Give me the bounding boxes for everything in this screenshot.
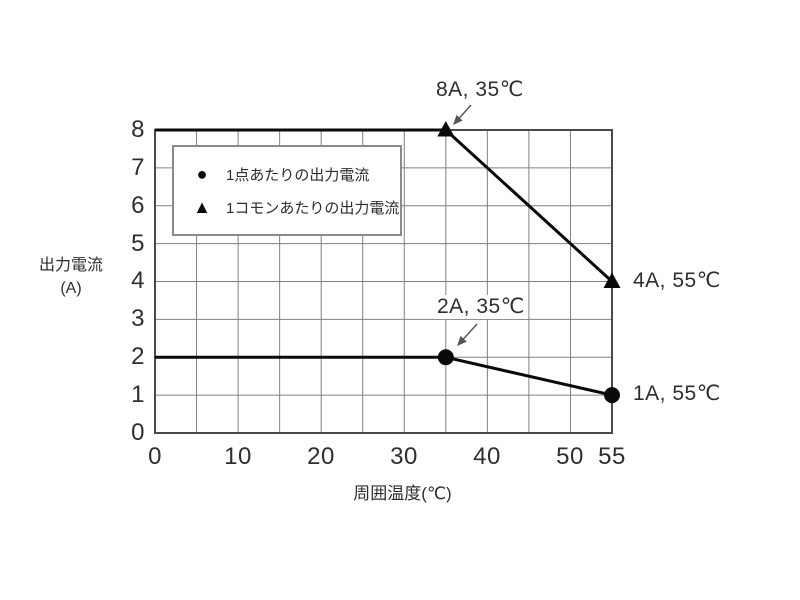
annotation-arrow-2a: [457, 323, 478, 347]
series-line-circle: [155, 355, 613, 397]
annotation-1a-55c: 1A, 55℃: [633, 382, 721, 405]
annotation-arrow-8a: [453, 104, 472, 126]
data-series: [155, 121, 621, 404]
annotation-2a-35c: 2A, 35℃: [434, 295, 528, 319]
triangle-marker-icon: ▲: [193, 197, 211, 217]
y-tick-3: 3: [131, 305, 145, 332]
legend-item-per-point: ● 1点あたりの出力電流: [192, 164, 400, 185]
y-axis-title-line1: 出力電流: [38, 257, 103, 274]
x-tick-0: 0: [148, 443, 162, 470]
x-tick-40: 40: [473, 443, 501, 470]
annotation-4a-55c: 4A, 55℃: [633, 269, 721, 292]
x-tick-20: 20: [307, 443, 335, 470]
x-tick-10: 10: [224, 443, 252, 470]
y-tick-1: 1: [131, 381, 145, 408]
y-tick-5: 5: [131, 230, 145, 257]
triangle-data-marker: [603, 272, 621, 288]
y-tick-8: 8: [131, 116, 145, 143]
y-axis-title: 出力電流 (A): [23, 254, 119, 300]
x-axis-title: 周囲温度(℃): [353, 484, 452, 503]
annotation-8a-35c: 8A, 35℃: [436, 78, 524, 101]
x-tick-30: 30: [390, 443, 418, 470]
y-tick-7: 7: [131, 154, 145, 181]
x-tick-50: 50: [556, 443, 584, 470]
x-tick-55: 55: [598, 443, 626, 470]
circle-data-marker: [604, 387, 620, 404]
triangle-data-marker: [437, 121, 455, 137]
y-tick-0: 0: [131, 419, 145, 446]
legend: ● 1点あたりの出力電流 ▲ 1コモンあたりの出力電流: [172, 145, 402, 236]
circle-data-marker: [437, 349, 454, 366]
legend-item-per-point-label: 1点あたりの出力電流: [226, 166, 370, 184]
y-tick-2: 2: [131, 343, 145, 370]
legend-item-per-common: ▲ 1コモンあたりの出力電流: [192, 197, 400, 218]
y-tick-4: 4: [131, 267, 145, 294]
y-axis-title-line2: (A): [60, 280, 82, 297]
circle-marker-icon: ●: [196, 164, 208, 184]
legend-item-per-common-label: 1コモンあたりの出力電流: [226, 199, 400, 217]
y-tick-6: 6: [131, 192, 145, 219]
